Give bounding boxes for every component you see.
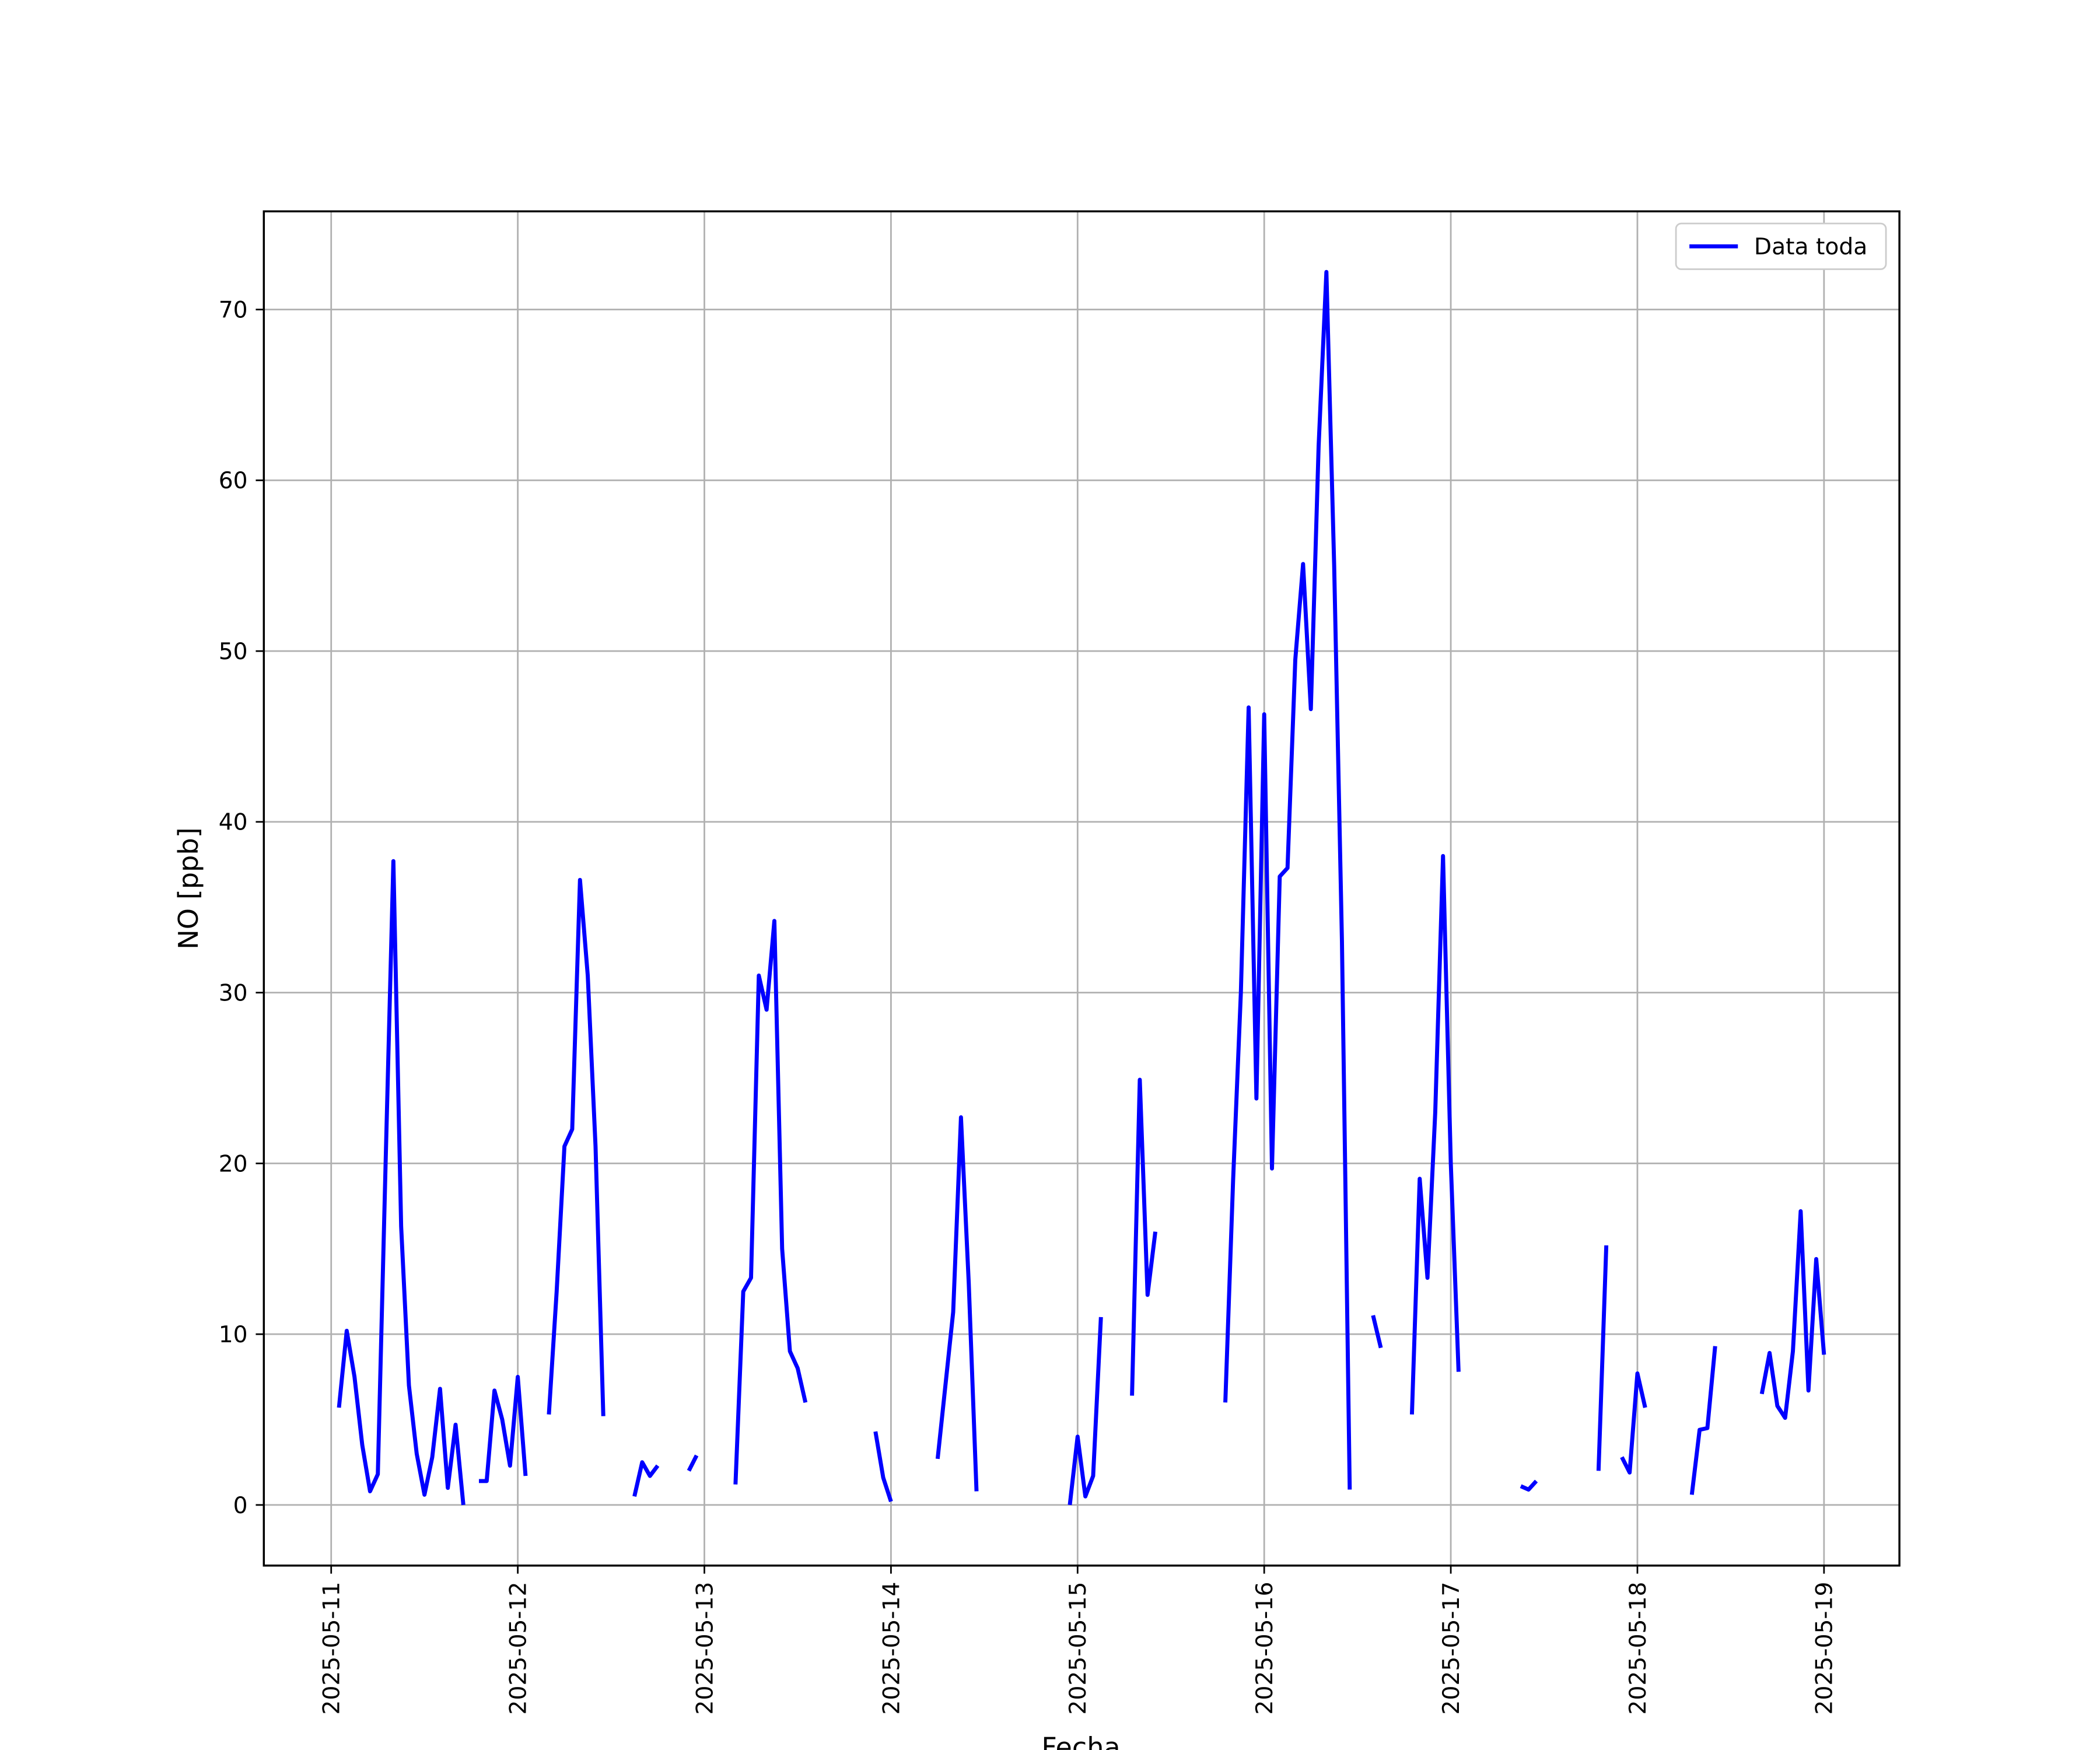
legend: Data toda [1675,222,1887,270]
y-tick-label: 20 [219,1151,248,1177]
x-tick-label: 2025-05-12 [505,1582,531,1715]
y-tick-label: 30 [219,981,248,1007]
y-tick-label: 0 [233,1493,248,1519]
y-tick-label: 60 [219,468,248,494]
legend-box [1675,222,1887,270]
y-tick-label: 40 [219,810,248,836]
y-tick-label: 70 [219,297,248,323]
y-tick-label: 10 [219,1322,248,1348]
x-tick-label: 2025-05-19 [1812,1582,1838,1715]
x-tick-label: 2025-05-18 [1625,1582,1651,1715]
x-tick-label: 2025-05-14 [878,1582,905,1715]
x-tick-label: 2025-05-17 [1438,1582,1465,1715]
data-line [337,270,1826,1506]
x-axis-label: Fecha [1041,1732,1120,1750]
y-tick-label: 50 [219,639,248,665]
x-tick-label: 2025-05-16 [1252,1582,1278,1715]
y-axis-label: NO [ppb] [173,827,204,949]
x-tick-label: 2025-05-15 [1065,1582,1091,1715]
x-tick-label: 2025-05-11 [319,1582,345,1715]
legend-label: Data toda [1754,234,1867,260]
x-tick-label: 2025-05-13 [692,1582,718,1715]
plot-frame [262,210,1901,1567]
